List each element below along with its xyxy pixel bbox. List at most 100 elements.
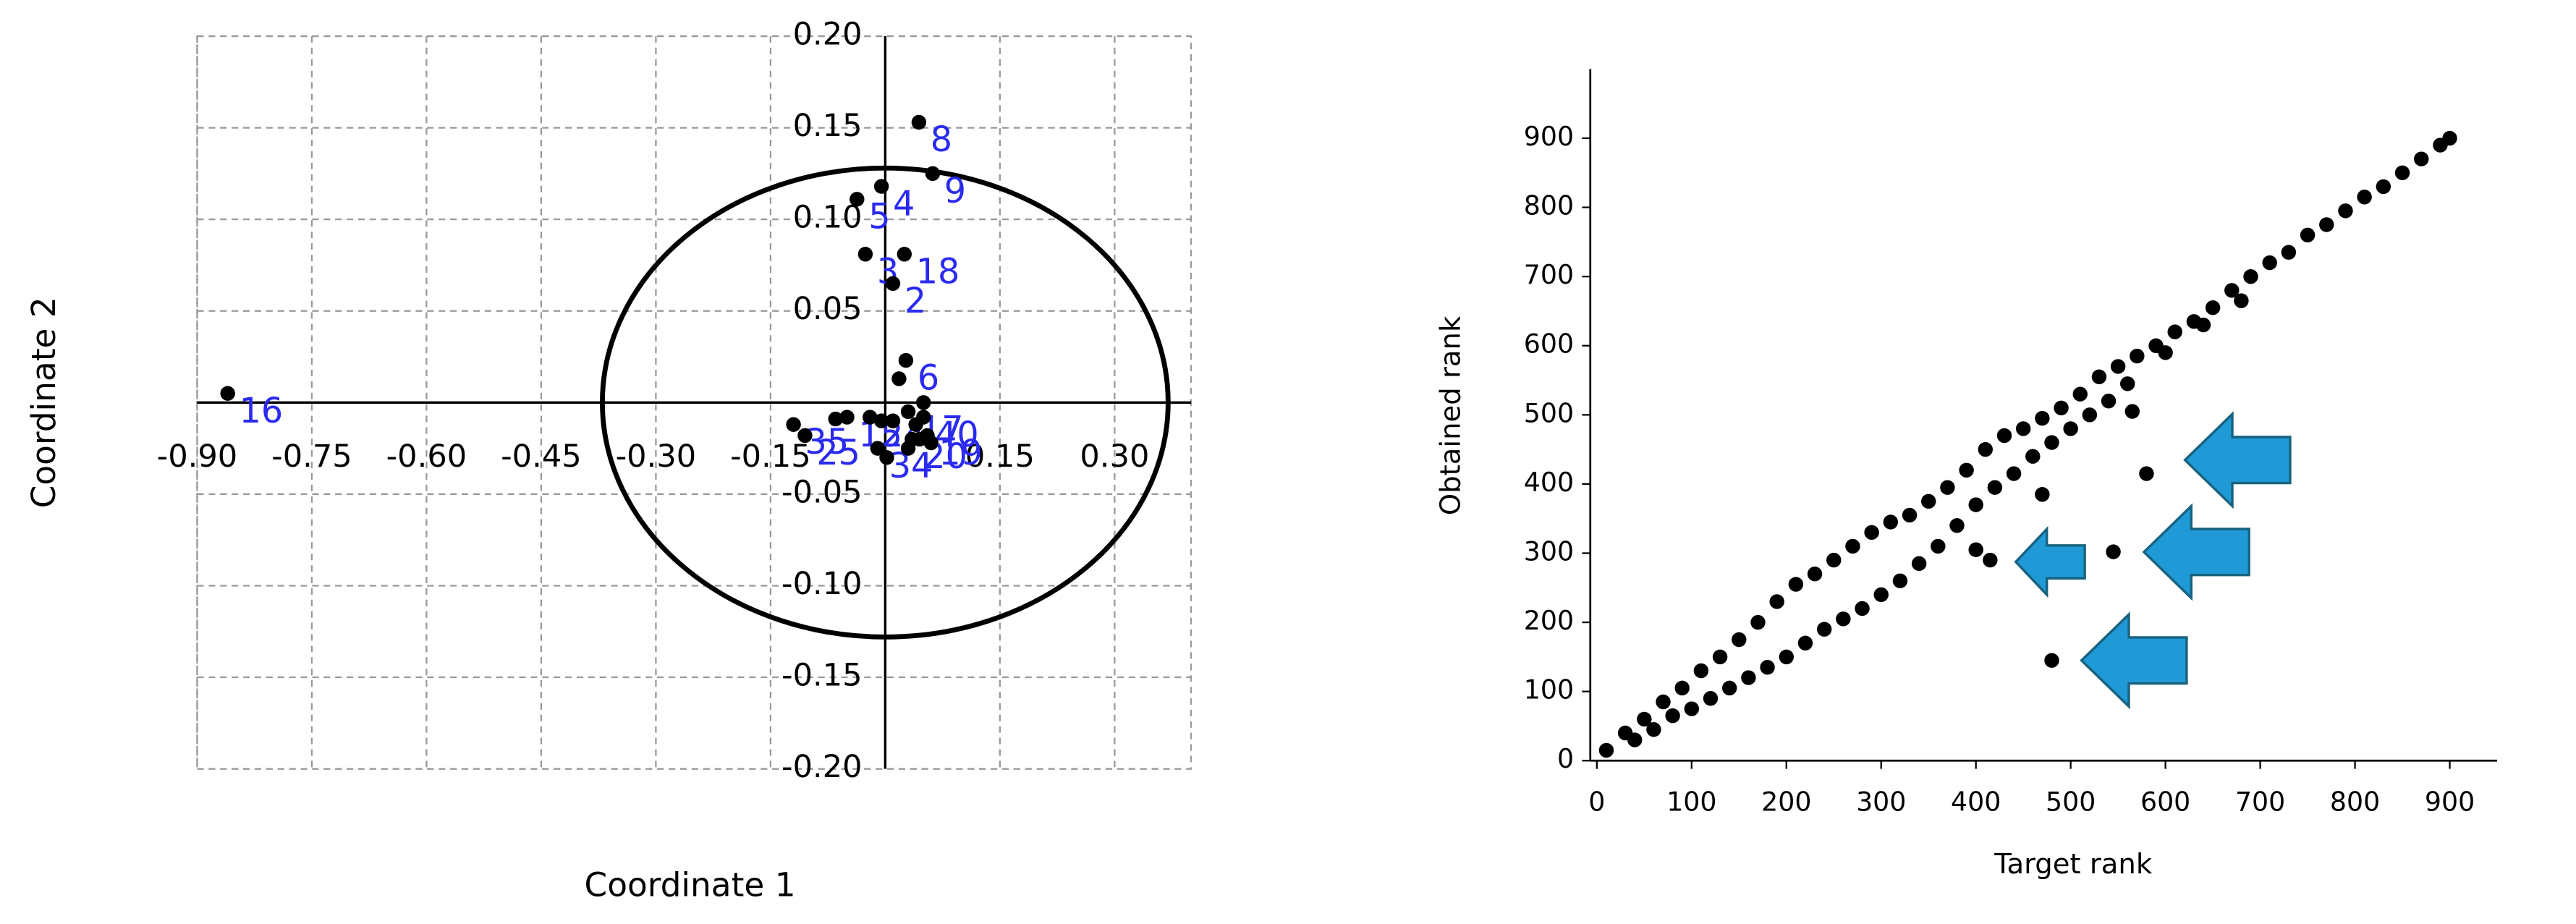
point: [2195, 317, 2211, 333]
y-tick-label: 600: [1524, 329, 1574, 360]
point: [2376, 179, 2391, 195]
point: [1741, 670, 1756, 685]
point: [2101, 394, 2117, 409]
point: [2338, 203, 2353, 219]
point: [2319, 217, 2334, 232]
y-tick-label: -0.15: [781, 658, 863, 694]
point: [839, 410, 855, 425]
point: [1978, 441, 1994, 457]
point: [2394, 165, 2410, 181]
point: [2234, 293, 2249, 308]
x-tick-label: -0.45: [501, 438, 582, 475]
point: [850, 192, 865, 207]
point: [1646, 722, 1661, 737]
point: [2158, 345, 2173, 360]
point: [1656, 694, 1671, 710]
point-label: 18: [916, 253, 960, 292]
point-label: 25: [816, 433, 860, 473]
point: [2262, 255, 2277, 271]
point: [1598, 742, 1614, 758]
point: [2006, 466, 2022, 481]
point: [2167, 324, 2182, 339]
y-tick-label: 300: [1524, 536, 1574, 567]
point: [1665, 708, 1680, 724]
point: [2106, 544, 2121, 559]
y-tick-label: 0.20: [793, 17, 863, 53]
point: [908, 417, 923, 432]
point-label: 9: [944, 171, 966, 211]
y-tick-label: 700: [1524, 259, 1574, 290]
point: [1883, 514, 1899, 530]
point: [891, 371, 907, 386]
point: [925, 166, 941, 182]
y-tick-label: 400: [1524, 467, 1574, 498]
point: [857, 247, 873, 262]
point: [923, 435, 939, 451]
point: [2224, 283, 2240, 298]
point: [1968, 542, 1983, 557]
point: [1996, 428, 2012, 444]
point: [898, 352, 914, 368]
y-axis-title: Obtained rank: [1435, 315, 1467, 515]
point: [2091, 369, 2107, 384]
arrow: [2014, 525, 2086, 598]
x-tick-label: 100: [1666, 786, 1716, 817]
point: [1816, 622, 1832, 637]
arrow: [2080, 611, 2188, 710]
point: [1750, 614, 1766, 630]
point: [1987, 480, 2003, 495]
point: [900, 441, 916, 456]
point: [1627, 732, 1643, 747]
x-tick-label: 500: [2046, 786, 2096, 817]
point: [1674, 680, 1690, 696]
point: [2205, 300, 2221, 315]
point: [2054, 400, 2069, 415]
point: [220, 386, 235, 401]
x-tick-label: -0.90: [157, 438, 238, 475]
point: [2082, 407, 2098, 423]
x-tick-label: 900: [2425, 786, 2475, 817]
point: [2035, 410, 2050, 426]
point: [912, 431, 928, 447]
point: [2130, 348, 2145, 364]
x-tick-label: 200: [1761, 786, 1811, 817]
point: [2072, 386, 2088, 402]
x-tick-label: 700: [2235, 786, 2285, 817]
y-tick-label: 900: [1524, 121, 1574, 152]
point: [1769, 594, 1784, 609]
y-tick-label: 800: [1524, 190, 1574, 221]
point: [1911, 556, 1927, 572]
point: [2414, 151, 2429, 166]
x-axis-title: Coordinate 1: [585, 866, 796, 904]
point: [786, 417, 801, 432]
point: [828, 411, 843, 427]
point: [1968, 497, 1983, 512]
point: [916, 395, 931, 410]
point: [1693, 663, 1709, 679]
x-tick-label: 0: [1588, 786, 1605, 817]
y-tick-label: 100: [1524, 674, 1574, 705]
point: [2124, 404, 2140, 419]
y-tick-label: 0: [1557, 743, 1574, 774]
point: [1836, 611, 1851, 627]
point: [1797, 635, 1813, 650]
point-label: 4: [893, 185, 915, 224]
point: [1826, 552, 1842, 568]
point-label: 6: [918, 358, 939, 398]
y-tick-label: 0.10: [793, 200, 863, 236]
point: [900, 404, 916, 420]
x-tick-label: 600: [2140, 786, 2190, 817]
point-label: 19: [939, 433, 983, 473]
x-tick-label: 400: [1951, 786, 2001, 817]
point: [2139, 466, 2154, 481]
point: [797, 428, 813, 444]
point: [873, 179, 889, 194]
y-tick-label: -0.05: [781, 474, 863, 510]
y-axis-title: Coordinate 2: [25, 297, 63, 508]
point: [2120, 376, 2135, 391]
point: [2243, 268, 2258, 284]
point: [1760, 660, 1775, 675]
point: [2035, 487, 2050, 502]
point: [1902, 507, 1918, 523]
